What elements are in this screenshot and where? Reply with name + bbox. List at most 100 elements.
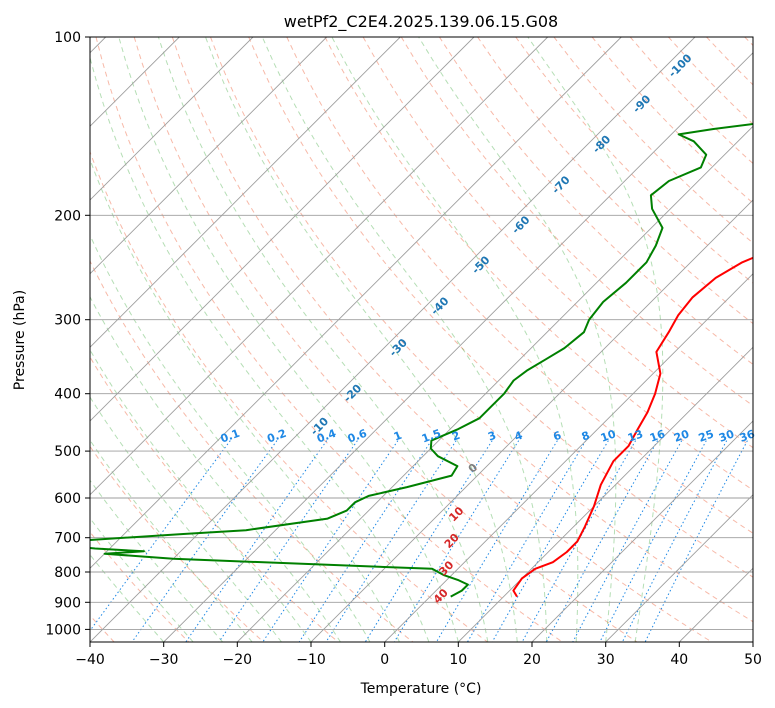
mixing-ratio-label: 30: [717, 427, 736, 445]
dry-adiabat-line: [400, 37, 753, 407]
mixing-ratio-line: [435, 440, 558, 642]
mixing-ratio-line: [621, 440, 728, 642]
x-tick-label: −10: [296, 652, 326, 668]
mixing-ratio-label: 13: [626, 427, 645, 444]
y-tick-label: 500: [54, 444, 81, 460]
y-tick-label: 1000: [45, 622, 81, 638]
isotherm-line: [90, 37, 549, 496]
mixing-ratio-label: 4: [513, 429, 525, 444]
y-tick-label: 100: [54, 30, 81, 46]
mixing-ratio-line: [644, 440, 748, 642]
mixing-ratio-label: 16: [648, 427, 667, 445]
x-tick-label: −30: [149, 652, 179, 668]
series-line: [90, 122, 753, 598]
y-tick-label: 800: [54, 565, 81, 581]
dry-adiabat-line: [362, 37, 753, 449]
x-axis-label: Temperature (°C): [360, 681, 482, 697]
moist-adiabat-line: [331, 37, 579, 642]
moist-adiabat-line: [205, 37, 518, 642]
y-axis-label: Pressure (hPa): [12, 290, 28, 390]
x-tick-label: 30: [597, 652, 615, 668]
mixing-ratio-label: 1: [392, 429, 404, 444]
dry-adiabat-line: [90, 150, 488, 642]
isotherm-line: [90, 37, 622, 569]
mixing-ratio-line: [491, 440, 609, 642]
dry-adiabat-line: [95, 37, 563, 642]
x-tick-label: −40: [75, 652, 105, 668]
mixing-ratio-label: 6: [551, 429, 563, 444]
y-tick-label: 400: [54, 387, 81, 403]
mixing-ratio-line: [262, 440, 399, 642]
x-tick-label: 40: [670, 652, 688, 668]
y-tick-label: 700: [54, 531, 81, 547]
isotherm-line: [163, 52, 753, 642]
mixing-ratio-label: 20: [672, 427, 691, 445]
mixing-ratio-label: 36: [738, 427, 757, 445]
mixing-ratio-line: [90, 440, 231, 632]
background-lines: [90, 37, 753, 642]
mixing-ratio-line: [364, 440, 493, 642]
x-tick-label: 50: [744, 652, 762, 668]
mixing-ratio-label: 8: [580, 429, 592, 444]
isotherm-line: [90, 37, 328, 275]
moist-adiabat-line: [90, 439, 253, 642]
series-line: [512, 256, 753, 598]
isotherm-line: [90, 37, 254, 201]
mixing-ratio-line: [467, 440, 587, 642]
isotherm-line: [310, 199, 753, 642]
moist-adiabat-line: [90, 295, 341, 642]
mixing-ratio-line: [545, 440, 659, 642]
x-axis: −40 −30 −20 −10 0 10 20 30 40 50: [75, 642, 762, 668]
mixing-ratio-label: 0.1: [219, 427, 242, 446]
y-tick-label: 900: [54, 595, 81, 611]
y-axis: 100 200 300 400 500 600 700 800 900 1000: [45, 30, 90, 638]
y-tick-label: 200: [54, 208, 81, 224]
isotherm-line: [384, 273, 753, 642]
dry-adiabat-line: [171, 37, 712, 642]
isotherm-line: [236, 125, 753, 642]
isotherm-line: [90, 37, 696, 642]
mixing-ratio-label: 0.6: [346, 427, 369, 446]
dry-adiabat-line: [133, 37, 638, 642]
moist-adiabat-line: [157, 37, 489, 642]
y-tick-label: 300: [54, 313, 81, 329]
mixing-ratio-line: [599, 440, 707, 642]
mixing-ratio-label: 25: [697, 427, 716, 444]
mixing-ratio-label: 0.4: [315, 427, 338, 446]
isotherm-line: [457, 346, 753, 642]
mixing-ratio-label: 0.2: [265, 427, 288, 446]
plot-frame: [89, 36, 754, 643]
isotherm-line: [605, 494, 753, 642]
dry-adiabat-line: [90, 445, 264, 642]
chart-title: wetPf2_C2E4.2025.139.06.15.G08: [284, 12, 558, 32]
moist-adiabat-line: [90, 553, 165, 642]
isotherm-line: [90, 37, 401, 348]
moist-adiabat-line: [261, 37, 548, 642]
mixing-ratio-label: 1.5: [420, 427, 443, 446]
mixing-ratio-line: [218, 440, 358, 642]
dry-adiabat-line: [324, 37, 753, 491]
mixing-ratio-label: 10: [599, 427, 618, 445]
mixing-ratio-label: 2: [450, 429, 462, 444]
moist-adiabat-line: [118, 37, 459, 642]
isotherm-line: [531, 420, 753, 642]
moist-adiabat-line: [90, 55, 430, 642]
moist-adiabat-line: [90, 158, 400, 642]
grid-lines: [90, 37, 753, 642]
x-tick-label: −20: [223, 652, 253, 668]
mixing-ratio-label: 3: [486, 429, 498, 444]
mixing-ratio-line: [131, 440, 278, 642]
y-tick-label: 600: [54, 491, 81, 507]
moist-adiabat-line: [90, 234, 371, 642]
x-tick-label: 10: [449, 652, 467, 668]
dry-adiabat-line: [210, 37, 753, 623]
moist-adiabat-line: [90, 479, 223, 642]
x-tick-label: 20: [523, 652, 541, 668]
x-tick-label: 0: [380, 652, 389, 668]
mixing-ratio-line: [572, 440, 683, 642]
series-layer: [90, 122, 753, 598]
moist-adiabat-line: [418, 37, 617, 642]
isotherm-line: [90, 37, 475, 422]
